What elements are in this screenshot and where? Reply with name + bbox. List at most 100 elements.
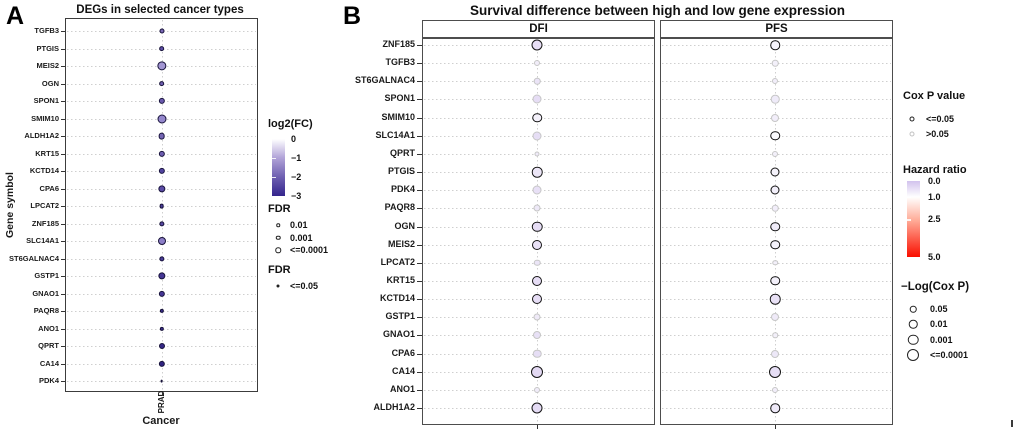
data-point-deg <box>158 45 165 52</box>
y-axis-tick <box>417 135 422 137</box>
facet-pfs-plot-area <box>660 38 893 425</box>
data-point-survival <box>772 78 778 85</box>
legend-fdr-label: 0.01 <box>290 220 308 230</box>
legend-neglog-label: 0.01 <box>930 319 948 330</box>
y-axis-tick <box>61 276 65 277</box>
legend-bar-notch <box>272 176 276 179</box>
data-point-survival <box>532 294 542 305</box>
y-axis-tick <box>417 353 422 355</box>
y-axis-tick <box>417 117 422 119</box>
legend-neglog-label: 0.05 <box>930 304 948 314</box>
y-axis-tick <box>417 190 422 192</box>
data-point-survival <box>532 131 542 141</box>
data-point-deg <box>158 80 165 87</box>
gene-label: CPA6 <box>391 347 415 358</box>
data-point-survival <box>533 78 541 85</box>
legend-neglog-circle <box>909 305 917 313</box>
data-point-survival <box>772 386 778 393</box>
data-point-survival <box>770 403 780 413</box>
panel-a-x-axis-label: Cancer <box>142 415 180 427</box>
data-point-deg <box>158 150 165 157</box>
legend-neglog-circle <box>907 348 919 361</box>
y-axis-tick <box>61 381 65 382</box>
data-point-survival <box>531 402 543 414</box>
y-axis-tick <box>61 153 65 155</box>
facet-dfi-plot-area <box>422 38 655 425</box>
legend-neglog-cox-p-title: −Log(Cox P) <box>901 281 970 293</box>
gene-label: SPON1 <box>384 93 415 104</box>
y-axis-tick <box>61 48 65 50</box>
gene-label: OGN <box>394 220 415 231</box>
legend-fdr-shape-dot <box>276 284 280 288</box>
legend-fdr-size-title: FDR <box>268 203 291 215</box>
y-axis-tick <box>61 258 65 260</box>
data-point-survival <box>533 204 541 212</box>
y-axis-tick <box>61 66 65 67</box>
data-point-deg <box>158 343 165 349</box>
data-point-survival <box>771 205 779 212</box>
legend-hazard-ratio-tick-label: 2.5 <box>928 214 941 224</box>
data-point-survival <box>770 95 780 104</box>
data-point-survival <box>534 60 540 67</box>
y-axis-tick <box>417 63 422 65</box>
legend-fdr-shape-title: FDR <box>268 264 291 276</box>
data-point-survival <box>531 221 543 232</box>
legend-cox-p-circle <box>909 131 915 137</box>
data-point-deg <box>158 220 165 227</box>
y-axis-tick <box>61 83 65 85</box>
y-axis-tick <box>61 241 65 242</box>
panel-a-plot-area <box>65 18 258 392</box>
gene-label: PDK4 <box>38 376 59 385</box>
data-point-survival <box>770 221 780 232</box>
data-point-survival <box>772 260 778 266</box>
legend-bar-notch <box>272 157 276 160</box>
data-point-survival <box>770 131 780 141</box>
gene-label: QPRT <box>389 147 415 158</box>
data-point-survival <box>533 259 541 267</box>
gene-label: GNAO1 <box>382 329 415 340</box>
legend-log2fc-tick-label: −3 <box>291 191 302 201</box>
y-axis-tick <box>417 208 422 210</box>
y-axis-tick <box>417 299 422 301</box>
panel-a-title: DEGs in selected cancer types <box>76 4 244 16</box>
y-axis-tick <box>417 317 422 319</box>
y-axis-tick <box>61 206 65 207</box>
y-axis-tick <box>417 99 422 101</box>
data-point-deg <box>156 61 167 71</box>
legend-hazard-ratio-gradient-bar <box>907 181 920 257</box>
gene-label: SMIM10 <box>31 113 59 123</box>
legend-log2fc-title: log2(FC) <box>268 118 313 130</box>
data-point-survival <box>771 349 779 358</box>
y-axis-tick <box>61 31 65 32</box>
gene-label: PDK4 <box>390 184 415 195</box>
gene-label: ALDH1A2 <box>373 402 415 412</box>
legend-fdr-label: <=0.0001 <box>290 245 329 255</box>
facet-strip-dfi: DFI <box>422 20 655 38</box>
legend-fdr-shape-label: <=0.05 <box>290 281 319 291</box>
legend-neglog-label: 0.001 <box>930 334 953 345</box>
y-axis-tick <box>417 408 422 409</box>
gene-label: CA14 <box>391 365 415 376</box>
gene-label: ZNF185 <box>382 39 415 49</box>
y-axis-tick <box>417 153 422 155</box>
gene-label: ZNF185 <box>31 218 59 228</box>
x-axis-tick <box>161 392 163 396</box>
data-point-survival <box>769 293 781 305</box>
data-point-survival <box>771 313 779 322</box>
data-point-survival <box>532 185 542 195</box>
y-axis-tick <box>61 293 65 295</box>
gene-label: SPON1 <box>33 96 59 105</box>
data-point-deg <box>158 167 165 175</box>
data-point-deg <box>157 114 166 123</box>
y-axis-tick <box>61 311 65 312</box>
gene-label: ST6GALNAC4 <box>354 75 415 86</box>
gene-label: OGN <box>41 78 59 88</box>
legend-cox-p-label: <=0.05 <box>926 114 955 124</box>
data-point-survival <box>769 365 781 378</box>
y-axis-tick <box>417 280 422 282</box>
data-point-deg <box>158 97 165 105</box>
gene-label: LPCAT2 <box>380 256 415 267</box>
gene-label: CA14 <box>39 358 59 368</box>
data-point-survival <box>772 332 778 339</box>
data-point-survival <box>531 365 543 378</box>
